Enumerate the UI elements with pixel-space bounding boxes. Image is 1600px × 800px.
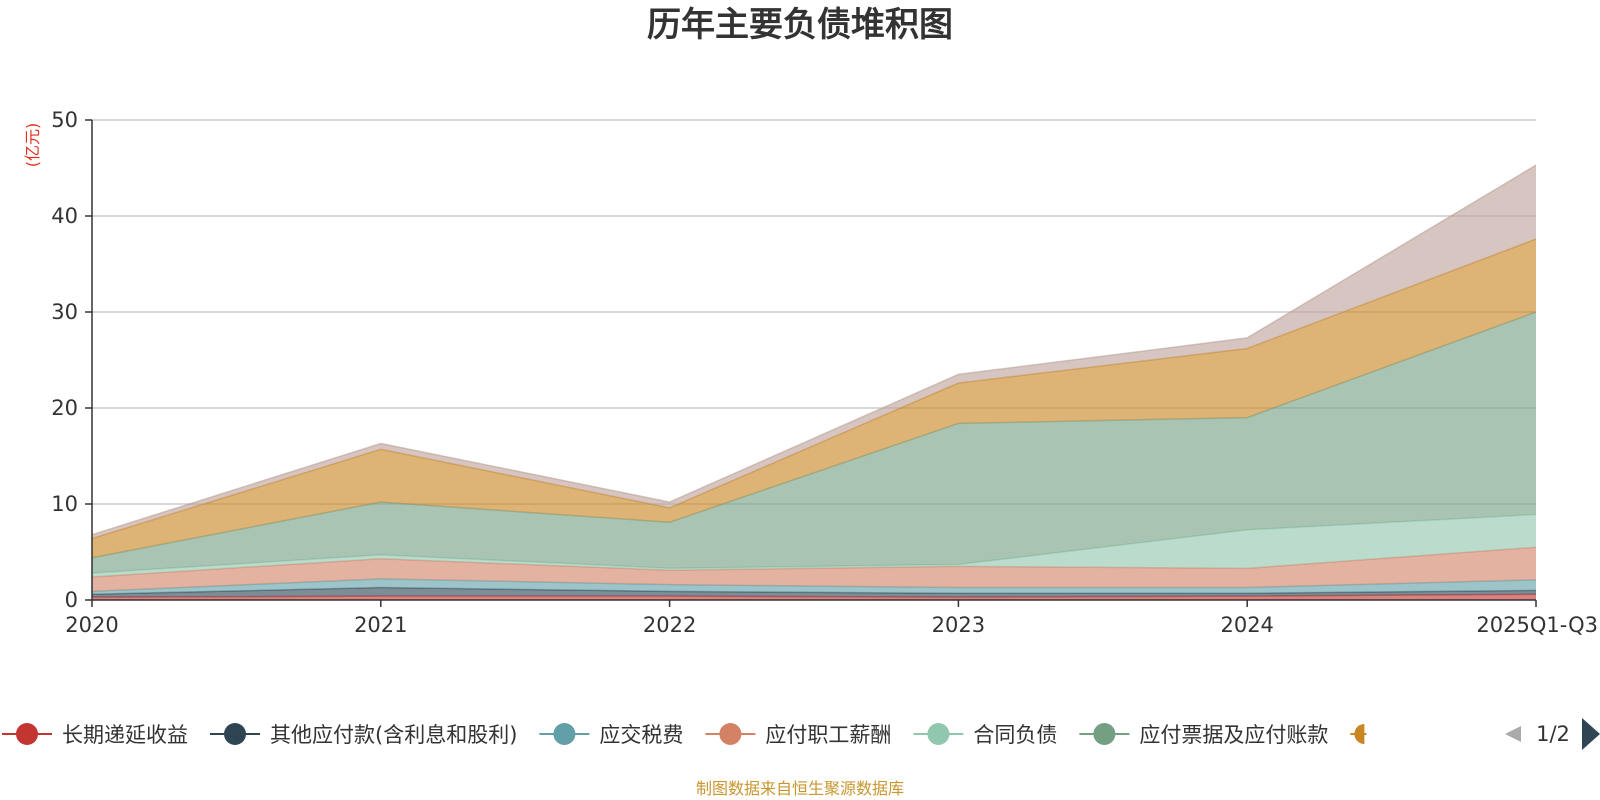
series-line-0 — [91, 593, 1537, 598]
y-tick-label-2: 20 — [51, 396, 78, 420]
legend-item-2[interactable]: 应交税费 — [539, 723, 683, 747]
legend-circle-icon — [1093, 723, 1116, 745]
legend-prev-arrow-icon[interactable] — [1505, 726, 1521, 742]
legend-label: 合同负债 — [973, 723, 1057, 747]
y-tick-labels: 0 10 20 30 40 50 — [51, 108, 78, 612]
legend: 长期递延收益 其他应付款(含利息和股利) 应交税费 应付职工薪酬 合同负债 应付票据及应付… — [2, 723, 1367, 747]
legend-item-3[interactable]: 应付职工薪酬 — [705, 723, 891, 747]
legend-circle-icon — [16, 723, 38, 745]
legend-label: 应付职工薪酬 — [765, 723, 891, 747]
series-line-7 — [91, 164, 1537, 536]
y-tick-label-0: 0 — [65, 588, 78, 612]
chart-title: 历年主要负债堆积图 — [647, 5, 953, 45]
area-series-3 — [92, 547, 1536, 592]
x-tick-label-2: 2022 — [643, 613, 696, 637]
y-tick-label-5: 50 — [51, 108, 78, 132]
y-axis-unit-label: (亿元) — [23, 123, 42, 168]
y-tick-label-1: 10 — [51, 492, 78, 516]
legend-item-5[interactable]: 应付票据及应付账款 — [1079, 723, 1328, 747]
legend-circle-icon — [224, 723, 246, 745]
x-tick-label-1: 2021 — [354, 613, 407, 637]
area-series-4 — [92, 514, 1536, 577]
y-tick-label-3: 30 — [51, 300, 78, 324]
legend-pager: 1/2 — [1505, 718, 1600, 750]
legend-next-arrow-icon[interactable] — [1582, 718, 1600, 750]
x-tick-label-3: 2023 — [932, 613, 985, 637]
area-series-6 — [92, 239, 1536, 558]
axes — [85, 119, 1537, 607]
legend-label: 其他应付款(含利息和股利) — [270, 723, 517, 747]
legend-page-indicator: 1/2 — [1536, 722, 1570, 746]
data-source-note: 制图数据来自恒生聚源数据库 — [696, 779, 904, 798]
legend-circle-icon — [1354, 724, 1365, 744]
legend-item-0[interactable]: 长期递延收益 — [2, 723, 188, 747]
legend-label: 应交税费 — [599, 723, 683, 747]
legend-item-6[interactable] — [1350, 724, 1367, 744]
legend-label: 长期递延收益 — [62, 723, 188, 747]
x-tick-label-4: 2024 — [1220, 613, 1273, 637]
y-tick-label-4: 40 — [51, 204, 78, 228]
x-tick-label-5: 2025Q1-Q3 — [1476, 613, 1598, 637]
area-series-group — [91, 164, 1537, 600]
legend-label: 应付票据及应付账款 — [1139, 723, 1328, 747]
legend-item-4[interactable]: 合同负债 — [913, 723, 1057, 747]
legend-item-1[interactable]: 其他应付款(含利息和股利) — [210, 723, 517, 747]
x-tick-label-0: 2020 — [65, 613, 118, 637]
x-tick-labels: 2020 2021 2022 2023 2024 2025Q1-Q3 — [65, 613, 1598, 637]
legend-circle-icon — [719, 723, 742, 745]
legend-circle-icon — [553, 723, 576, 745]
legend-circle-icon — [927, 723, 950, 745]
